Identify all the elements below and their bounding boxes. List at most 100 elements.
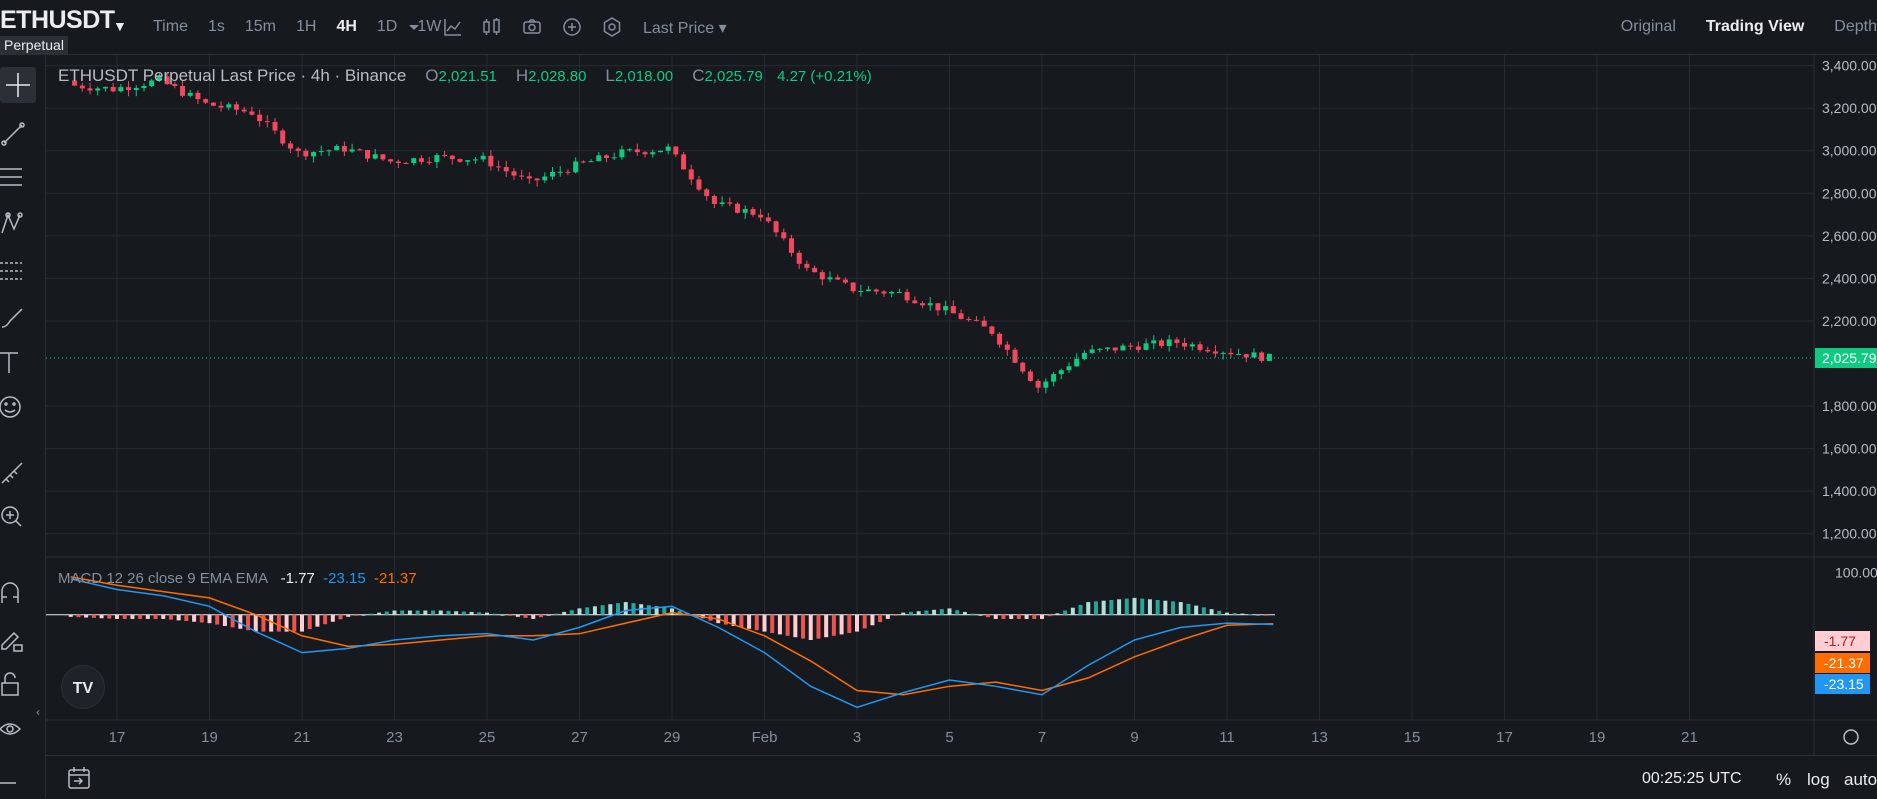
utc-clock[interactable]: 00:25:25 UTC — [1642, 770, 1742, 787]
candle-body — [603, 155, 609, 159]
candle-body — [257, 114, 263, 122]
macd-histogram-bar — [176, 614, 181, 621]
settings-icon[interactable] — [601, 16, 623, 38]
price-tick-label: 2,800.00 — [1822, 185, 1877, 201]
fibonacci-icon[interactable] — [0, 251, 36, 287]
interval-1s[interactable]: 1s — [207, 18, 225, 35]
auto-scale-toggle[interactable]: auto — [1844, 770, 1877, 789]
macd-histogram-bar — [1101, 600, 1106, 615]
pattern-icon[interactable] — [0, 205, 36, 241]
candle-body — [735, 203, 741, 213]
macd-histogram-bar — [1040, 614, 1044, 619]
macd-histogram-bar — [461, 611, 466, 615]
tradingview-logo[interactable]: TV — [61, 665, 105, 709]
candle-body — [542, 176, 548, 181]
macd-histogram-bar — [885, 614, 890, 619]
candle-body — [665, 146, 671, 151]
symbol-dropdown-icon[interactable]: ▼ — [113, 18, 127, 34]
candle-body — [796, 252, 802, 264]
interval-15m[interactable]: 15m — [244, 18, 276, 35]
interval-time[interactable]: Time — [153, 18, 188, 35]
macd-histogram-bar — [739, 614, 744, 628]
candle-body — [588, 161, 594, 163]
macd-histogram-bar — [330, 614, 335, 622]
brush-icon[interactable] — [0, 297, 36, 333]
lock-pen-icon[interactable] — [0, 619, 36, 655]
text-icon[interactable] — [0, 343, 36, 379]
candle-body — [696, 179, 702, 190]
price-tick-label: 1,600.00 — [1822, 441, 1877, 457]
interval-4h[interactable]: 4H — [336, 18, 357, 35]
candle-body — [1120, 345, 1126, 351]
macd-histogram-bar — [654, 606, 659, 615]
macd-histogram-bar — [515, 614, 520, 617]
macd-histogram-bar — [369, 613, 374, 615]
candle-body — [650, 152, 656, 155]
ruler-icon[interactable] — [0, 453, 36, 489]
eye-icon[interactable] — [0, 711, 36, 747]
interval-1w[interactable]: 1W — [417, 18, 442, 35]
chart-background — [46, 55, 1814, 720]
magnet-icon[interactable] — [0, 573, 36, 609]
candle-body — [681, 154, 687, 170]
macd-line — [70, 578, 1274, 709]
price-tick-label: 2,600.00 — [1822, 228, 1877, 244]
candle-body — [1089, 349, 1095, 353]
candle-body — [472, 159, 478, 161]
candle-body — [1004, 344, 1010, 350]
candle-body — [812, 267, 818, 273]
low-label: L — [605, 66, 615, 85]
candle-body — [827, 277, 833, 280]
interval-1h[interactable]: 1H — [296, 18, 317, 35]
candle-body — [126, 87, 132, 91]
screenshot-icon[interactable] — [521, 16, 543, 38]
macd-histogram-bar — [839, 614, 844, 635]
collapse-toolbar-icon[interactable]: ‹ — [36, 705, 40, 719]
candle-body — [1112, 347, 1118, 351]
macd-histogram-bar — [562, 611, 567, 615]
time-tick-label: 19 — [201, 729, 218, 746]
macd-histogram-bar — [253, 614, 258, 632]
zoom-in-icon[interactable] — [0, 499, 36, 535]
macd-histogram-bar — [261, 614, 266, 632]
view-original[interactable]: Original — [1620, 18, 1676, 35]
candle-body — [488, 155, 494, 167]
macd-histogram-bar — [592, 606, 597, 615]
macd-histogram-bar — [1086, 602, 1091, 615]
macd-histogram-bar — [477, 612, 482, 615]
candle-body — [1027, 371, 1033, 381]
indicators-icon[interactable] — [481, 16, 503, 38]
candle-body — [1166, 339, 1172, 346]
macd-histogram-bar — [508, 614, 513, 616]
view-trading-view[interactable]: Trading View — [1705, 18, 1805, 35]
emoji-icon[interactable] — [0, 389, 36, 425]
trash-icon[interactable] — [0, 755, 36, 791]
chart-type-icon[interactable] — [442, 16, 464, 38]
macd-histogram-bar — [878, 614, 883, 623]
price-type-dropdown-icon: ▾ — [718, 20, 727, 37]
price-type-selector[interactable]: Last Price ▾ — [643, 18, 727, 38]
candle-body — [110, 86, 116, 92]
add-icon[interactable] — [561, 16, 583, 38]
trend-line-icon[interactable] — [0, 113, 36, 149]
candle-body — [164, 76, 170, 85]
symbol-name[interactable]: ETHUSDT — [0, 6, 115, 34]
interval-dropdown-icon[interactable] — [403, 16, 425, 38]
candle-body — [457, 159, 463, 162]
date-range-icon[interactable] — [66, 765, 92, 796]
crosshair-icon[interactable] — [0, 67, 36, 103]
current-price-tag — [1815, 348, 1877, 369]
candle-body — [989, 326, 995, 334]
view-depth[interactable]: Depth — [1834, 18, 1877, 35]
log-scale-toggle[interactable]: log — [1807, 770, 1830, 789]
horizontal-lines-icon[interactable] — [0, 159, 36, 195]
candle-body — [688, 169, 694, 180]
candle-body — [156, 76, 162, 81]
macd-histogram-bar — [546, 614, 551, 616]
macd-histogram-bar — [986, 614, 991, 618]
interval-1d[interactable]: 1D — [376, 18, 398, 35]
lock-icon[interactable] — [0, 665, 36, 701]
percent-scale-toggle[interactable]: % — [1776, 770, 1792, 789]
candle-body — [611, 157, 617, 159]
